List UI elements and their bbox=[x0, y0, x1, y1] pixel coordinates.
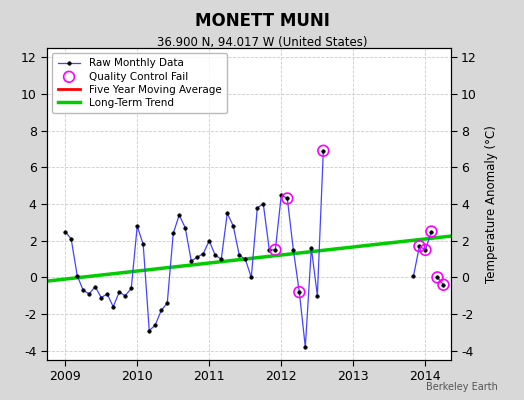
Line: Raw Monthly Data: Raw Monthly Data bbox=[63, 149, 325, 349]
Raw Monthly Data bbox=[206, 238, 212, 243]
Raw Monthly Data bbox=[104, 292, 111, 296]
Raw Monthly Data bbox=[182, 226, 189, 230]
Raw Monthly Data bbox=[128, 286, 134, 291]
Raw Monthly Data bbox=[218, 257, 224, 262]
Quality Control Fail bbox=[439, 282, 447, 288]
Raw Monthly Data bbox=[188, 258, 194, 263]
Raw Monthly Data bbox=[236, 253, 243, 258]
Raw Monthly Data bbox=[98, 295, 104, 300]
Quality Control Fail bbox=[271, 247, 279, 253]
Raw Monthly Data bbox=[170, 231, 177, 236]
Raw Monthly Data bbox=[146, 328, 152, 333]
Raw Monthly Data bbox=[308, 246, 314, 250]
Raw Monthly Data bbox=[176, 213, 182, 218]
Raw Monthly Data bbox=[260, 202, 266, 206]
Raw Monthly Data bbox=[224, 211, 231, 216]
Raw Monthly Data bbox=[62, 229, 68, 234]
Quality Control Fail bbox=[295, 289, 303, 295]
Raw Monthly Data bbox=[122, 293, 128, 298]
Raw Monthly Data bbox=[134, 224, 140, 228]
Raw Monthly Data bbox=[164, 301, 170, 306]
Raw Monthly Data bbox=[284, 196, 290, 201]
Raw Monthly Data bbox=[254, 205, 260, 210]
Raw Monthly Data bbox=[320, 148, 326, 153]
Raw Monthly Data bbox=[278, 192, 285, 197]
Quality Control Fail bbox=[319, 148, 328, 154]
Raw Monthly Data bbox=[302, 345, 309, 350]
Raw Monthly Data bbox=[200, 251, 206, 256]
Raw Monthly Data bbox=[140, 242, 146, 247]
Text: 36.900 N, 94.017 W (United States): 36.900 N, 94.017 W (United States) bbox=[157, 36, 367, 49]
Raw Monthly Data bbox=[80, 288, 86, 293]
Raw Monthly Data bbox=[272, 248, 278, 252]
Raw Monthly Data bbox=[290, 248, 297, 252]
Raw Monthly Data bbox=[248, 275, 255, 280]
Raw Monthly Data bbox=[158, 308, 165, 313]
Raw Monthly Data bbox=[266, 248, 272, 252]
Raw Monthly Data bbox=[296, 290, 302, 294]
Legend: Raw Monthly Data, Quality Control Fail, Five Year Moving Average, Long-Term Tren: Raw Monthly Data, Quality Control Fail, … bbox=[52, 53, 227, 113]
Quality Control Fail bbox=[433, 274, 442, 281]
Raw Monthly Data bbox=[74, 273, 80, 278]
Y-axis label: Temperature Anomaly (°C): Temperature Anomaly (°C) bbox=[485, 125, 498, 283]
Raw Monthly Data bbox=[110, 304, 116, 309]
Raw Monthly Data bbox=[92, 284, 99, 289]
Raw Monthly Data bbox=[68, 236, 74, 241]
Quality Control Fail bbox=[415, 243, 423, 250]
Raw Monthly Data bbox=[194, 255, 200, 260]
Raw Monthly Data bbox=[86, 292, 92, 296]
Quality Control Fail bbox=[427, 228, 435, 235]
Text: MONETT MUNI: MONETT MUNI bbox=[194, 12, 330, 30]
Quality Control Fail bbox=[421, 247, 430, 253]
Raw Monthly Data bbox=[116, 290, 122, 294]
Raw Monthly Data bbox=[230, 224, 236, 228]
Quality Control Fail bbox=[283, 195, 291, 202]
Text: Berkeley Earth: Berkeley Earth bbox=[426, 382, 498, 392]
Raw Monthly Data bbox=[152, 323, 158, 328]
Raw Monthly Data bbox=[314, 293, 321, 298]
Raw Monthly Data bbox=[242, 257, 248, 262]
Raw Monthly Data bbox=[212, 253, 219, 258]
